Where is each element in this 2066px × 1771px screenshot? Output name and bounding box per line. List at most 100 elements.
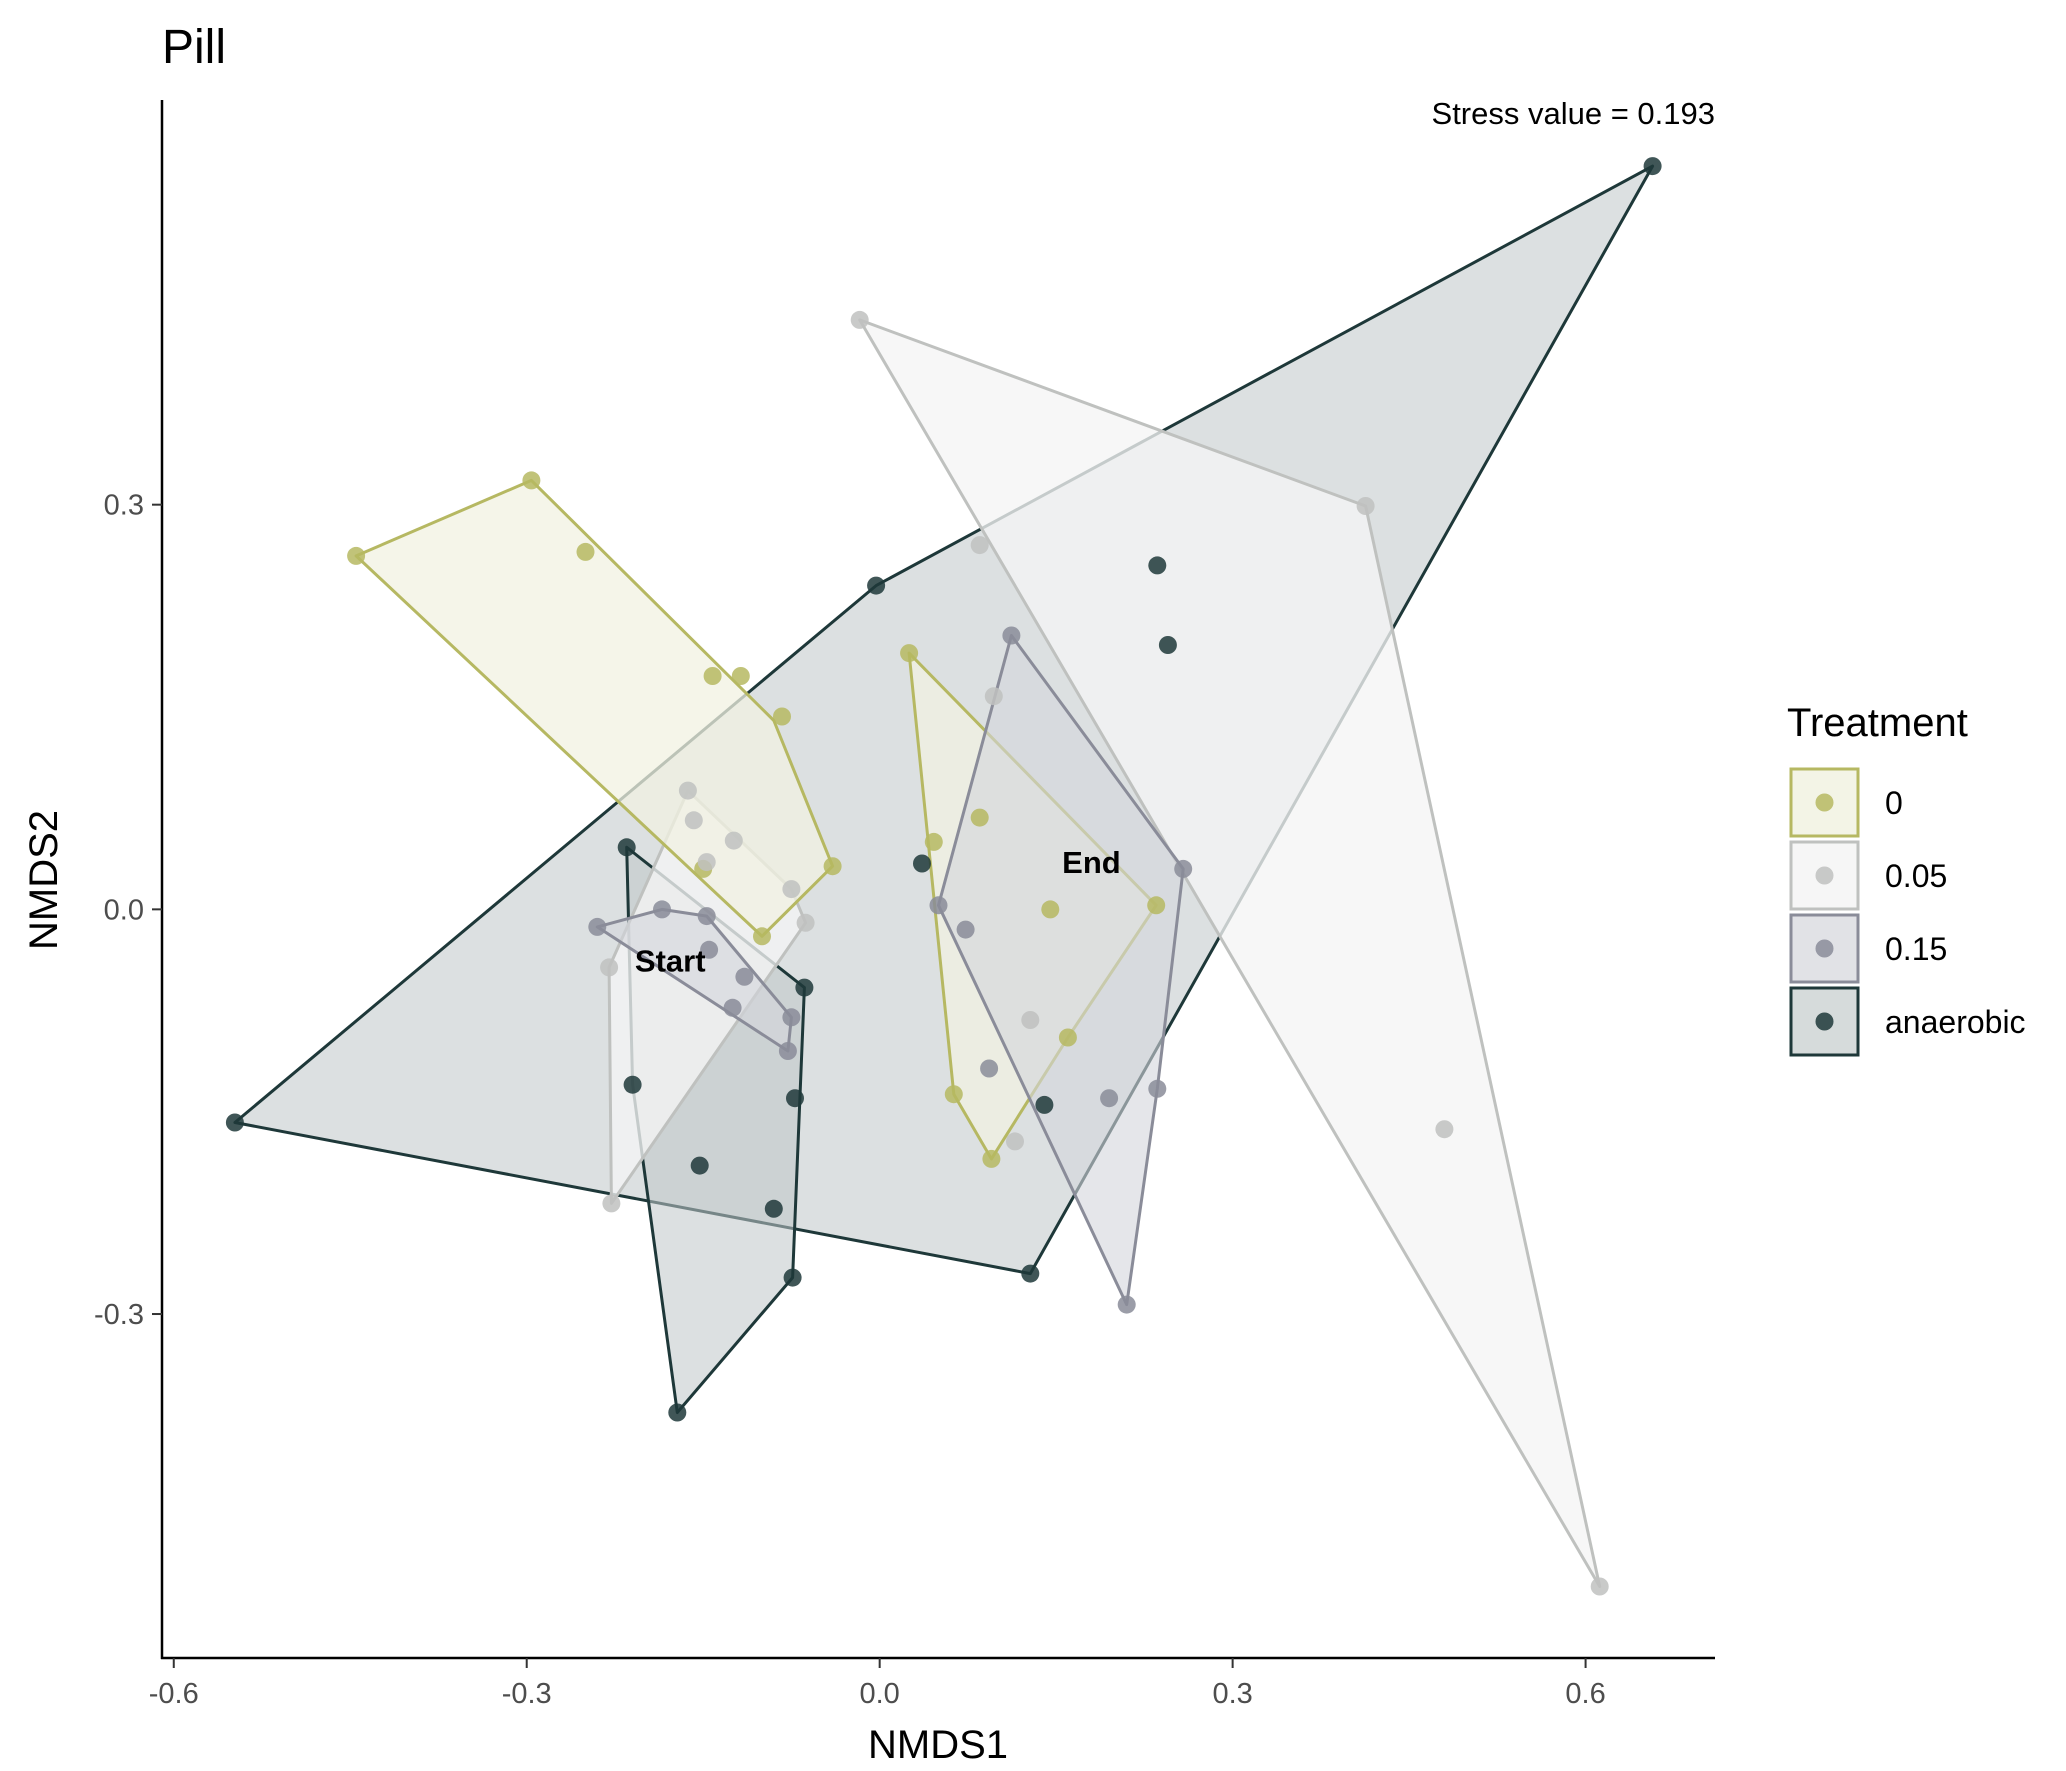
point-0.15 <box>1174 859 1193 878</box>
hull-0.15 <box>937 634 1185 1307</box>
point-anaerobic <box>795 978 814 997</box>
point-anaerobic <box>225 1113 244 1132</box>
y-tick-label: -0.3 <box>94 1299 144 1331</box>
point-anaerobic <box>1643 157 1662 176</box>
legend-title: Treatment <box>1787 701 1968 745</box>
annotation-layer: Start End <box>635 845 1121 978</box>
point-0.15 <box>778 1042 797 1060</box>
legend-point-0 <box>1815 793 1834 812</box>
plot-area: Start End <box>225 157 1662 1596</box>
hull-0 <box>354 478 835 938</box>
legend-label-anaerobic: anaerobic <box>1885 1004 2026 1040</box>
point-anaerobic <box>867 576 886 595</box>
point-0 <box>924 832 943 851</box>
hull-layer <box>233 164 1655 1588</box>
point-anaerobic <box>764 1199 783 1218</box>
point-0.15 <box>723 998 742 1017</box>
x-tick-label: 0.0 <box>860 1678 900 1710</box>
x-tick-label: 0.6 <box>1565 1678 1605 1710</box>
hull-0.05 <box>858 318 1602 1588</box>
point-0.05 <box>796 913 815 932</box>
point-0.05 <box>850 310 869 329</box>
point-0.05 <box>602 1194 621 1213</box>
point-anaerobic <box>783 1268 802 1287</box>
point-0.15 <box>735 967 754 986</box>
x-axis-title: NMDS1 <box>868 1723 1008 1767</box>
point-anaerobic <box>1021 1264 1040 1283</box>
legend-items: 0 0.05 0.15 anaerobic <box>1789 767 2026 1057</box>
point-0.05 <box>970 536 989 555</box>
annotation-end: End <box>1062 845 1121 880</box>
point-anaerobic <box>668 1403 687 1422</box>
point-0.05 <box>1435 1120 1454 1139</box>
point-anaerobic <box>1035 1095 1054 1114</box>
point-0.05 <box>697 853 716 872</box>
point-0 <box>731 667 750 685</box>
y-tick-label: 0.0 <box>104 894 144 926</box>
legend: Treatment 0 0.05 0.15 anaerobic <box>1787 701 2026 1057</box>
x-ticks: -0.6 -0.3 0.0 0.3 0.6 <box>149 1658 1606 1710</box>
point-0.15 <box>1002 626 1021 645</box>
stress-label: Stress value = 0.193 <box>1432 96 1715 131</box>
point-0.05 <box>600 958 619 977</box>
point-0.15 <box>588 917 607 936</box>
point-0 <box>1058 1028 1077 1047</box>
axes: -0.6 -0.3 0.0 0.3 0.6 -0.3 0.0 0.3 <box>94 100 1715 1710</box>
point-anaerobic <box>913 854 931 873</box>
y-axis-title: NMDS2 <box>22 810 66 950</box>
point-anaerobic <box>786 1089 804 1108</box>
point-0.15 <box>956 920 975 939</box>
point-0 <box>970 808 989 827</box>
legend-point-0.05 <box>1815 866 1834 885</box>
point-0 <box>982 1149 1001 1168</box>
point-0.15 <box>653 900 671 919</box>
point-0 <box>1041 900 1060 919</box>
point-0 <box>773 707 791 726</box>
point-0.05 <box>1021 1011 1040 1029</box>
point-0.15 <box>929 896 948 915</box>
point-0.05 <box>684 811 703 830</box>
annotation-start: Start <box>635 944 706 979</box>
point-0 <box>1147 896 1166 915</box>
point-0.15 <box>697 907 716 926</box>
point-0 <box>703 667 722 685</box>
point-0.05 <box>1356 497 1375 515</box>
point-0.15 <box>1100 1089 1119 1108</box>
point-0.05 <box>782 880 801 899</box>
point-0.05 <box>1590 1577 1609 1596</box>
chart-title: Pill <box>162 21 226 74</box>
hull-0.15 <box>595 907 793 1053</box>
point-anaerobic <box>623 1075 642 1094</box>
x-tick-label: 0.3 <box>1212 1678 1252 1710</box>
point-0.05 <box>724 831 743 850</box>
x-tick-label: -0.3 <box>502 1678 552 1710</box>
point-0 <box>753 927 771 946</box>
point-anaerobic <box>617 838 636 857</box>
legend-label-0.15: 0.15 <box>1885 931 1947 967</box>
point-0 <box>347 546 366 565</box>
x-tick-label: -0.6 <box>149 1678 199 1710</box>
point-0 <box>522 471 541 490</box>
legend-label-0: 0 <box>1885 785 1903 821</box>
point-0 <box>900 644 919 663</box>
legend-point-0.15 <box>1815 939 1834 958</box>
y-ticks: -0.3 0.0 0.3 <box>94 490 162 1331</box>
point-0 <box>823 857 842 876</box>
point-0.05 <box>984 687 1003 706</box>
point-anaerobic <box>1158 636 1177 654</box>
point-anaerobic <box>1148 556 1167 575</box>
point-0.05 <box>678 781 697 800</box>
point-anaerobic <box>690 1156 709 1175</box>
point-0.15 <box>980 1059 999 1078</box>
point-0.15 <box>1148 1079 1167 1098</box>
point-0.15 <box>700 940 719 959</box>
point-0.15 <box>782 1008 801 1027</box>
legend-point-anaerobic <box>1815 1012 1834 1031</box>
y-tick-label: 0.3 <box>104 490 144 522</box>
point-0 <box>944 1085 963 1104</box>
point-0 <box>576 542 595 561</box>
point-0.15 <box>1117 1295 1136 1314</box>
legend-label-0.05: 0.05 <box>1885 858 1947 894</box>
point-0.05 <box>1006 1132 1024 1151</box>
